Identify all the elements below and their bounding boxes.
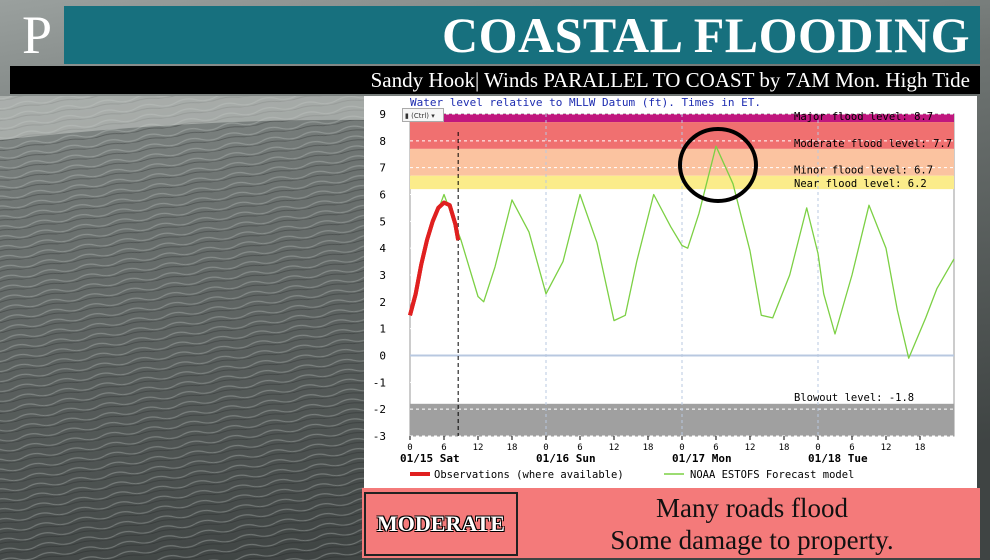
x-tick-label: 0 [543,443,548,453]
y-tick-label: 4 [379,242,386,255]
x-tick-label: 0 [815,443,820,453]
impact-line-1: Many roads flood [656,493,848,523]
y-tick-label: 5 [379,215,386,228]
x-tick-label: 12 [609,443,620,453]
title-bar: COASTAL FLOODING [64,6,980,64]
y-tick-label: 2 [379,296,386,309]
threshold-label: Minor flood level: 6.7 [794,165,933,177]
x-tick-label: 18 [915,443,926,453]
paste-options-tag[interactable]: ▮ (Ctrl) ▾ [402,108,444,122]
chart-title: Water level relative to MLLW Datum (ft).… [410,96,761,109]
day-label: 01/18 Tue [808,452,868,465]
paste-tag-label: (Ctrl) [411,112,430,120]
y-tick-label: 3 [379,269,386,282]
logo: P [10,6,64,64]
x-tick-label: 0 [679,443,684,453]
highlight-circle [678,126,758,203]
observed-series-line-top [408,200,461,316]
severity-box: MODERATE [364,492,518,556]
logo-letter: P [21,5,53,65]
y-tick-label: 6 [379,189,386,202]
impact-footer: MODERATE Many roads flood Some damage to… [362,488,980,558]
forecast-series-line [409,145,955,359]
threshold-label: Moderate flood level: 7.7 [794,138,952,150]
x-tick-label: 0 [407,443,412,453]
x-tick-label: 6 [441,443,446,453]
x-tick-label: 12 [473,443,484,453]
y-tick-label: 9 [379,108,386,121]
x-tick-label: 18 [507,443,518,453]
page-subtitle: Sandy Hook| Winds PARALLEL TO COAST by 7… [370,68,970,92]
x-tick-label: 18 [643,443,654,453]
x-tick-label: 6 [577,443,582,453]
x-tick-label: 12 [881,443,892,453]
legend-label-forecast: NOAA ESTOFS Forecast model [690,469,854,481]
impact-line-2: Some damage to property. [610,525,894,555]
day-label: 01/15 Sat [400,452,460,465]
threshold-label: Major flood level: 8.7 [794,111,933,123]
page-title: COASTAL FLOODING [442,7,970,63]
impact-description: Many roads flood Some damage to property… [530,492,974,556]
y-tick-label: 7 [379,162,386,175]
threshold-label: Near flood level: 6.2 [794,178,927,190]
subtitle-bar: Sandy Hook| Winds PARALLEL TO COAST by 7… [10,66,980,94]
severity-label: MODERATE [377,511,505,536]
y-tick-label: -3 [373,430,386,443]
x-tick-label: 12 [745,443,756,453]
y-tick-label: 8 [379,135,386,148]
water-level-chart-panel: Water level relative to MLLW Datum (ft).… [364,96,977,488]
threshold-label: Blowout level: -1.8 [794,392,914,404]
y-tick-label: -1 [373,376,386,389]
day-label: 01/17 Mon [672,452,732,465]
clipboard-icon: ▮ [405,112,409,120]
day-label: 01/16 Sun [536,452,596,465]
y-tick-label: -2 [373,403,386,416]
water-level-chart: Water level relative to MLLW Datum (ft).… [373,96,955,481]
x-tick-label: 18 [779,443,790,453]
threshold-band-0 [410,114,954,123]
y-tick-label: 0 [379,350,386,363]
legend-label-observations: Observations (where available) [434,469,624,481]
x-tick-label: 6 [849,443,854,453]
y-tick-label: 1 [379,323,386,336]
x-tick-label: 6 [713,443,718,453]
